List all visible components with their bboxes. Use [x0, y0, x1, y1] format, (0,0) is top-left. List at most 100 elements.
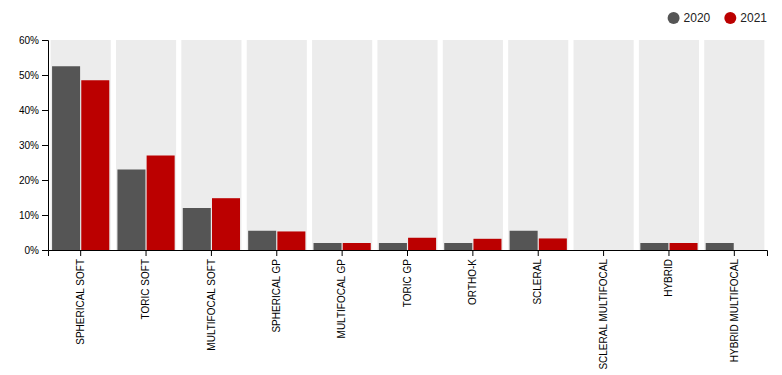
category-panel [51, 40, 111, 250]
x-tick: TORIC GP [402, 250, 413, 307]
x-tick-mark [276, 250, 277, 256]
x-tick-label: MULTIFOCAL SOFT [206, 259, 217, 351]
bar-series [52, 66, 734, 250]
category-panel [508, 40, 568, 250]
x-tick-mark [734, 250, 735, 256]
bar [183, 208, 211, 250]
x-tick-mark [472, 250, 473, 256]
category-panel [116, 40, 176, 250]
y-tick: 20% [19, 175, 48, 186]
plot: 0% 10% 20% 30% 40% 50% 60% SPHERICAL SOFT TORIC … [19, 35, 768, 370]
bar [510, 231, 538, 250]
bars [52, 66, 734, 250]
category-panel [312, 40, 372, 250]
x-tick: SCLERAL MULTIFOCAL [598, 250, 609, 370]
bar [735, 250, 763, 251]
y-tick-mark [42, 215, 48, 216]
x-tick-label: HYBRID [663, 259, 674, 297]
y-axis-line [42, 41, 49, 251]
bar [81, 80, 109, 250]
legend-label: 2020 [684, 11, 711, 25]
y-tick-label: 40% [19, 105, 39, 116]
y-tick: 10% [19, 210, 48, 221]
bar [640, 243, 668, 250]
bar [248, 231, 276, 250]
y-tick: 40% [19, 105, 48, 116]
bar [147, 156, 175, 251]
panels [51, 40, 765, 250]
x-tick-label: MULTIFOCAL GP [336, 259, 347, 339]
x-tick: HYBRID [663, 250, 674, 297]
y-axis: 0% 10% 20% 30% 40% 50% 60% [19, 35, 49, 256]
x-tick-mark [211, 250, 212, 256]
y-tick-mark [42, 110, 48, 111]
x-tick: MULTIFOCAL SOFT [206, 250, 217, 351]
x-tick-label: SPHERICAL SOFT [75, 259, 86, 345]
x-tick-mark [342, 250, 343, 256]
y-tick-mark [42, 180, 48, 181]
y-tick-mark [42, 250, 48, 251]
x-tick-label: SCLERAL MULTIFOCAL [598, 259, 609, 370]
y-tick-label: 50% [19, 70, 39, 81]
x-tick-label: SPHERICAL GP [271, 259, 282, 333]
bar [539, 238, 567, 250]
y-tick: 60% [19, 35, 48, 46]
y-tick-label: 0% [25, 245, 40, 256]
x-axis-line [49, 251, 768, 257]
bar [277, 231, 305, 250]
x-tick: SPHERICAL GP [271, 250, 282, 333]
category-panel [181, 40, 241, 250]
y-tick-mark [42, 75, 48, 76]
legend: 2020 2021 [668, 11, 768, 25]
x-tick: SPHERICAL SOFT [75, 250, 86, 345]
bar [343, 243, 371, 250]
bar [314, 243, 342, 250]
bar [212, 198, 240, 250]
x-tick-label: TORIC GP [402, 259, 413, 307]
x-tick: HYBRID MULTIFOCAL [729, 250, 740, 362]
y-tick-mark [42, 40, 48, 41]
legend-marker [668, 12, 680, 24]
x-axis: SPHERICAL SOFT TORIC SOFT MULTIFOCAL SOFT S… [49, 250, 768, 370]
y-tick-label: 30% [19, 140, 39, 151]
category-panel [443, 40, 503, 250]
bar [52, 66, 80, 250]
chart: 0% 10% 20% 30% 40% 50% 60% SPHERICAL SOFT TORIC … [0, 0, 782, 375]
bar [473, 239, 501, 250]
bar [575, 250, 603, 251]
x-tick-mark [668, 250, 669, 256]
bar [117, 170, 145, 251]
bar-series [81, 80, 697, 250]
bar [604, 250, 632, 251]
bar [444, 243, 472, 250]
category-panel [377, 40, 437, 250]
y-tick-label: 60% [19, 35, 39, 46]
bar [706, 243, 734, 250]
x-tick-mark [538, 250, 539, 256]
x-tick: MULTIFOCAL GP [336, 250, 347, 338]
y-tick-mark [42, 145, 48, 146]
x-tick-mark [603, 250, 604, 256]
category-panel [247, 40, 307, 250]
legend-item: 2020 [668, 11, 711, 25]
x-tick: SCLERAL [532, 250, 543, 305]
x-tick-mark [407, 250, 408, 256]
x-tick-label: SCLERAL [532, 259, 543, 305]
y-tick-label: 10% [19, 210, 39, 221]
legend-item: 2021 [724, 11, 767, 25]
bar [670, 243, 698, 250]
y-tick: 50% [19, 70, 48, 81]
x-tick-label: HYBRID MULTIFOCAL [729, 259, 740, 363]
y-tick: 0% [25, 245, 48, 256]
x-tick-mark [146, 250, 147, 256]
x-tick-label: ORTHO-K [467, 259, 478, 305]
category-panel [639, 40, 699, 250]
bar [408, 238, 436, 250]
x-tick: ORTHO-K [467, 250, 478, 305]
y-tick: 30% [19, 140, 48, 151]
x-tick-label: TORIC SOFT [140, 259, 151, 319]
legend-label: 2021 [740, 11, 767, 25]
legend-marker [724, 12, 736, 24]
y-tick-label: 20% [19, 175, 39, 186]
bar [379, 243, 407, 250]
